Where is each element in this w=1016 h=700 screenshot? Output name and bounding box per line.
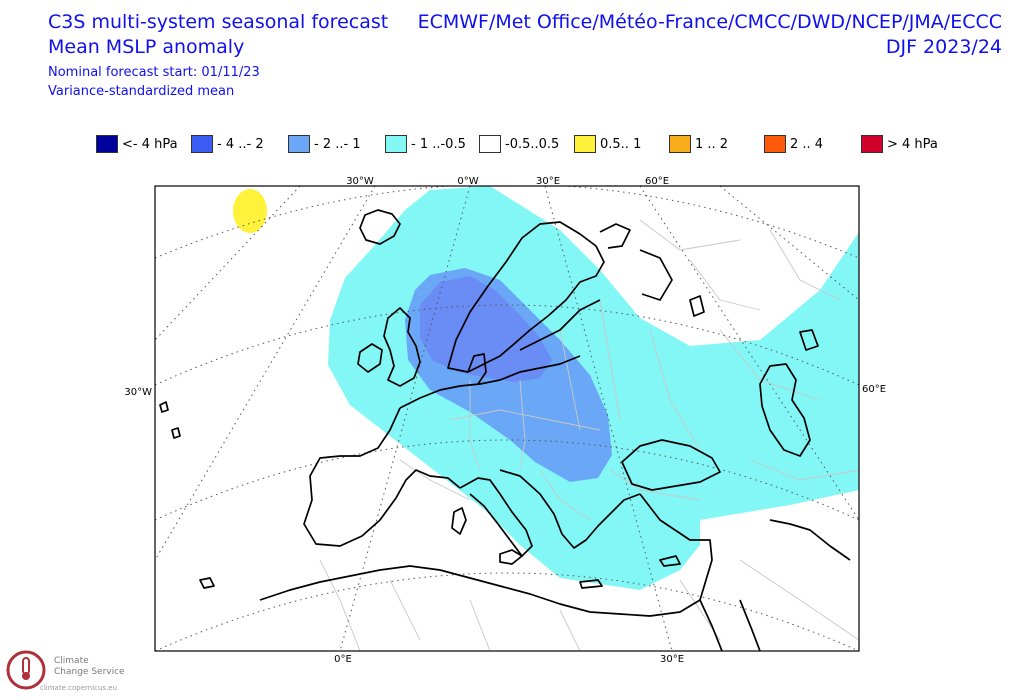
title-block: C3S multi-system seasonal forecast Mean … <box>48 10 388 101</box>
anomaly-yellow-patch <box>233 189 267 233</box>
legend-swatch <box>574 135 596 153</box>
logo-name: Climate Change Service <box>54 656 125 678</box>
logo-url: climate.copernicus.eu <box>40 684 118 692</box>
legend-label: - 2 ..- 1 <box>314 136 361 152</box>
lon-label-bottom-0: 0°E <box>334 654 352 665</box>
legend-item: 1 .. 2 <box>669 134 728 154</box>
models-block: ECMWF/Met Office/Météo-France/CMCC/DWD/N… <box>418 10 1002 60</box>
legend-item: 2 .. 4 <box>764 134 823 154</box>
coastlines <box>159 209 851 651</box>
legend-item: - 2 ..- 1 <box>288 134 361 154</box>
copernicus-logo: Climate Change Service climate.copernicu… <box>4 644 164 696</box>
legend-swatch <box>861 135 883 153</box>
legend-swatch <box>764 135 786 153</box>
lon-label-top-0: 30°W <box>346 176 374 187</box>
models-list: ECMWF/Met Office/Météo-France/CMCC/DWD/N… <box>417 11 1002 33</box>
legend-swatch <box>479 135 501 153</box>
variable-title: Mean MSLP anomaly <box>48 36 245 58</box>
forecast-title: C3S multi-system seasonal forecast <box>48 11 389 33</box>
legend-label: 1 .. 2 <box>695 136 729 152</box>
legend-swatch <box>288 135 310 153</box>
lat-label-right-0: 60°E <box>862 384 886 395</box>
lat-label-left-0: 30°W <box>124 387 152 398</box>
mean-type: Variance-standardized mean <box>48 84 235 99</box>
legend-item: - 4 ..- 2 <box>191 134 264 154</box>
legend-label: <- 4 hPa <box>122 136 178 152</box>
legend-swatch <box>96 135 118 153</box>
legend-label: 0.5.. 1 <box>600 136 642 152</box>
legend-swatch <box>191 135 213 153</box>
forecast-start: Nominal forecast start: 01/11/23 <box>48 65 260 80</box>
legend-label: -0.5..0.5 <box>505 136 560 152</box>
legend-item: 0.5.. 1 <box>574 134 641 154</box>
map-frame <box>154 185 860 652</box>
legend-swatch <box>669 135 691 153</box>
lon-label-bottom-1: 30°E <box>660 654 684 665</box>
lon-label-top-1: 0°W <box>457 176 478 187</box>
legend-label: > 4 hPa <box>887 136 938 152</box>
legend-item: -0.5..0.5 <box>479 134 559 154</box>
logo-line-2: Change Service <box>54 667 125 677</box>
climate-thermometer-icon <box>6 650 46 690</box>
logo-line-1: Climate <box>54 656 89 666</box>
lon-label-top-3: 60°E <box>645 176 669 187</box>
country-borders <box>319 219 859 651</box>
legend-item: - 1 ..-0.5 <box>385 134 466 154</box>
lon-label-top-2: 30°E <box>536 176 560 187</box>
legend-label: - 4 ..- 2 <box>217 136 264 152</box>
legend-swatch <box>385 135 407 153</box>
legend-item: > 4 hPa <box>861 134 938 154</box>
legend-item: <- 4 hPa <box>96 134 178 154</box>
anomaly-blue-core <box>420 276 552 382</box>
legend-label: - 1 ..-0.5 <box>411 136 466 152</box>
season-label: DJF 2023/24 <box>885 36 1002 58</box>
legend-label: 2 .. 4 <box>790 136 824 152</box>
